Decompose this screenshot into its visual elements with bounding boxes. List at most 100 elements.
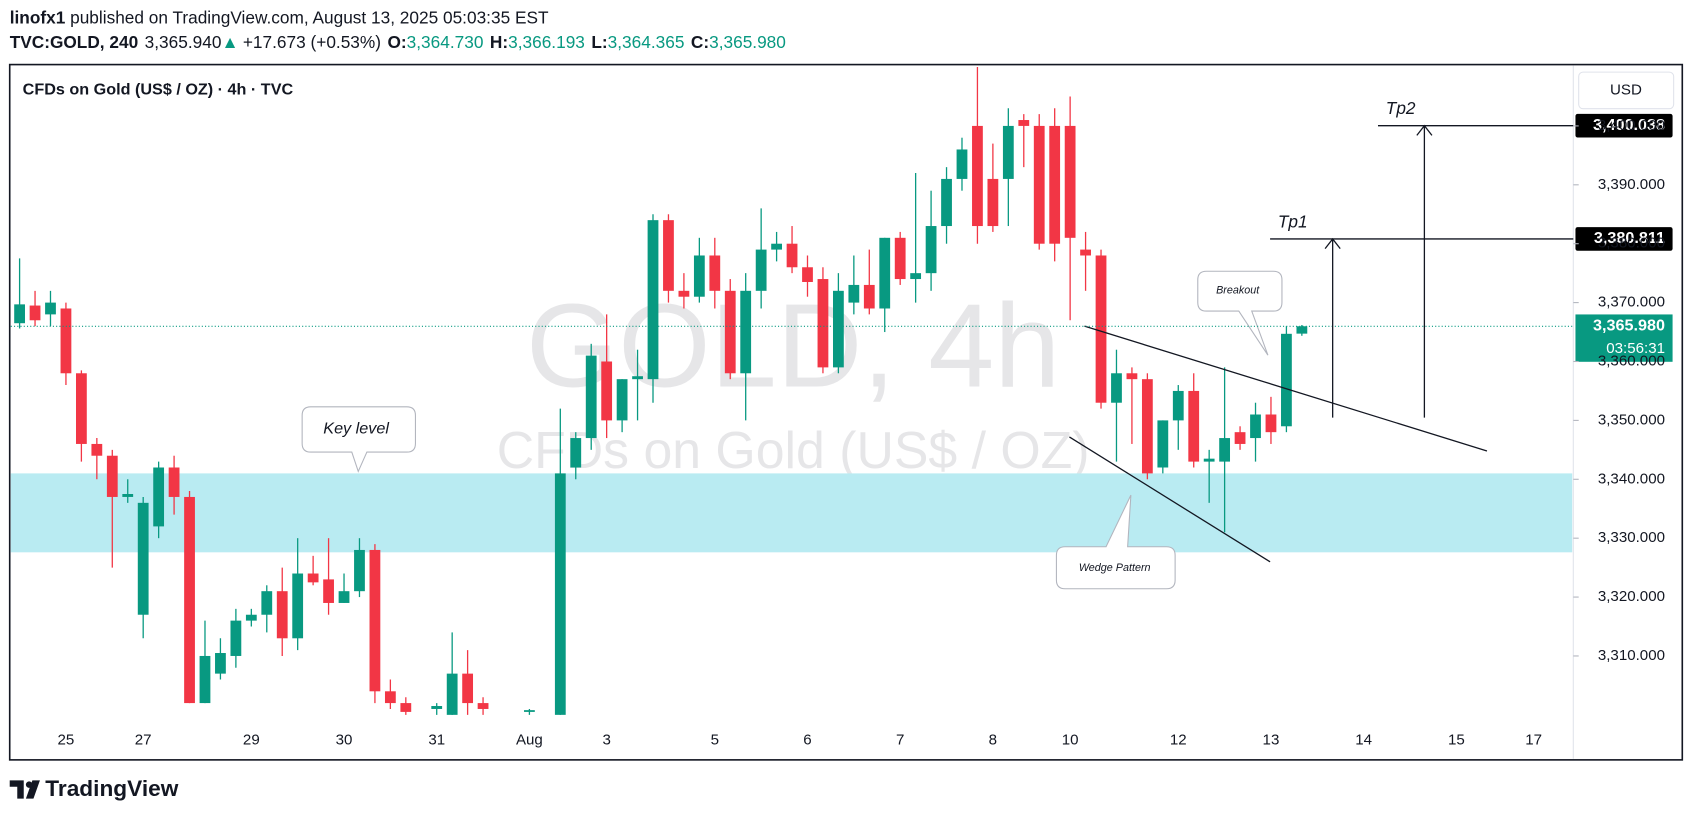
- candle-body: [75, 373, 87, 444]
- y-tick-label: 3,310.000: [1598, 647, 1665, 664]
- candle-body: [354, 549, 365, 592]
- x-tick-label: 10: [1062, 732, 1079, 749]
- candle-body: [802, 267, 813, 282]
- h-label: H:: [490, 32, 508, 52]
- candle-body: [956, 149, 968, 179]
- target-price-label: 3,380.811: [1594, 229, 1665, 247]
- candle-body: [384, 691, 396, 704]
- x-tick-label: 3: [602, 732, 610, 749]
- candle-body: [987, 178, 999, 227]
- candle-body: [29, 305, 41, 321]
- watermark-desc: CFDs on Gold (US$ / OZ): [497, 421, 1090, 479]
- candle-body: [261, 591, 273, 615]
- candle-body: [925, 226, 937, 274]
- candle-body: [941, 178, 952, 227]
- candle-body: [863, 284, 875, 309]
- x-tick-label: 14: [1355, 732, 1372, 749]
- candle-body: [647, 220, 659, 380]
- candle-body: [1111, 373, 1122, 403]
- candle-body: [338, 591, 350, 603]
- candle-body: [771, 243, 782, 250]
- candle-body: [153, 467, 165, 527]
- price: 3,365.940: [145, 32, 222, 52]
- candle-body: [879, 237, 891, 309]
- candle-body: [1126, 373, 1138, 380]
- candle-body: [199, 655, 211, 704]
- candle-body: [848, 284, 860, 303]
- candle-body: [184, 496, 195, 704]
- candle-body: [554, 473, 566, 715]
- last-price-box: [1575, 314, 1673, 362]
- y-tick-label: 3,340.000: [1598, 470, 1665, 487]
- key-level-callout: [301, 406, 416, 473]
- currency: USD: [1610, 81, 1642, 98]
- candle-body: [1203, 458, 1215, 462]
- candle-body: [1141, 379, 1153, 474]
- target-arrow: [1416, 124, 1433, 418]
- wedge-callout: [1055, 494, 1176, 590]
- candle-body: [323, 579, 334, 603]
- candle-body: [709, 255, 721, 291]
- candle-body: [832, 290, 844, 368]
- x-tick-label: 6: [803, 732, 811, 749]
- candle-body: [616, 379, 628, 421]
- y-tick-label: 3,320.000: [1598, 588, 1665, 605]
- x-tick-label: 17: [1525, 732, 1542, 749]
- candle-body: [245, 614, 257, 621]
- candle-body: [369, 549, 381, 692]
- x-tick-label: Aug: [516, 732, 543, 749]
- candle-body: [431, 706, 443, 709]
- target-arrow: [1324, 237, 1341, 418]
- x-tick-label: 25: [58, 732, 75, 749]
- c-label: C:: [691, 32, 709, 52]
- candle-body: [477, 703, 489, 709]
- candle-body: [137, 502, 149, 615]
- candle-body: [817, 279, 829, 368]
- candle-body: [1265, 414, 1277, 433]
- candle-body: [292, 573, 304, 639]
- candle-body: [446, 673, 458, 715]
- last-price-label: 3,365.980: [1593, 317, 1665, 335]
- candle-body: [724, 290, 736, 374]
- candle-body: [1296, 326, 1308, 334]
- c: 3,365.980: [709, 32, 786, 52]
- candles: [14, 67, 1308, 715]
- currency-box[interactable]: [1578, 71, 1675, 110]
- axes: 3,310.000 3,320.000 3,330.000 3,340.000 3,35…: [58, 117, 1665, 749]
- candle-body: [106, 455, 118, 497]
- candle-body: [60, 308, 72, 374]
- candle-body: [786, 243, 798, 268]
- candle-body: [1049, 125, 1061, 244]
- candle-body: [14, 304, 25, 324]
- y-tick-label: 3,370.000: [1598, 294, 1665, 311]
- candle-body: [740, 290, 752, 374]
- x-tick-label: 12: [1170, 732, 1187, 749]
- o-label: O:: [387, 32, 406, 52]
- candle-body: [45, 302, 56, 315]
- breakout-text: Breakout: [1216, 284, 1260, 296]
- y-tick-label: 3,360.000: [1598, 352, 1665, 369]
- zone-layer: [10, 473, 1573, 553]
- candle-body: [307, 573, 319, 583]
- candle-body: [1002, 125, 1014, 179]
- x-tick-label: 29: [243, 732, 260, 749]
- x-tick-label: 15: [1448, 732, 1465, 749]
- brand: TradingView: [45, 776, 178, 801]
- candle-body: [910, 273, 922, 280]
- candle-body: [1157, 420, 1169, 468]
- candle-body: [1234, 432, 1246, 444]
- candle-body: [570, 438, 582, 468]
- author: linofx1: [10, 7, 66, 27]
- chart-title: CFDs on Gold (US$ / OZ) · 4h · TVC: [23, 81, 294, 99]
- candle-body: [894, 237, 906, 280]
- target-name: Tp2: [1386, 98, 1416, 118]
- wedge-upper: [1084, 325, 1488, 452]
- breakout-callout: [1197, 270, 1283, 356]
- candle-body: [585, 355, 597, 439]
- x-tick-label: 30: [336, 732, 353, 749]
- candle-body: [1188, 390, 1200, 462]
- x-tick-label: 8: [989, 732, 997, 749]
- l: 3,364.365: [608, 32, 685, 52]
- candle-body: [91, 443, 103, 456]
- candle-body: [122, 494, 134, 497]
